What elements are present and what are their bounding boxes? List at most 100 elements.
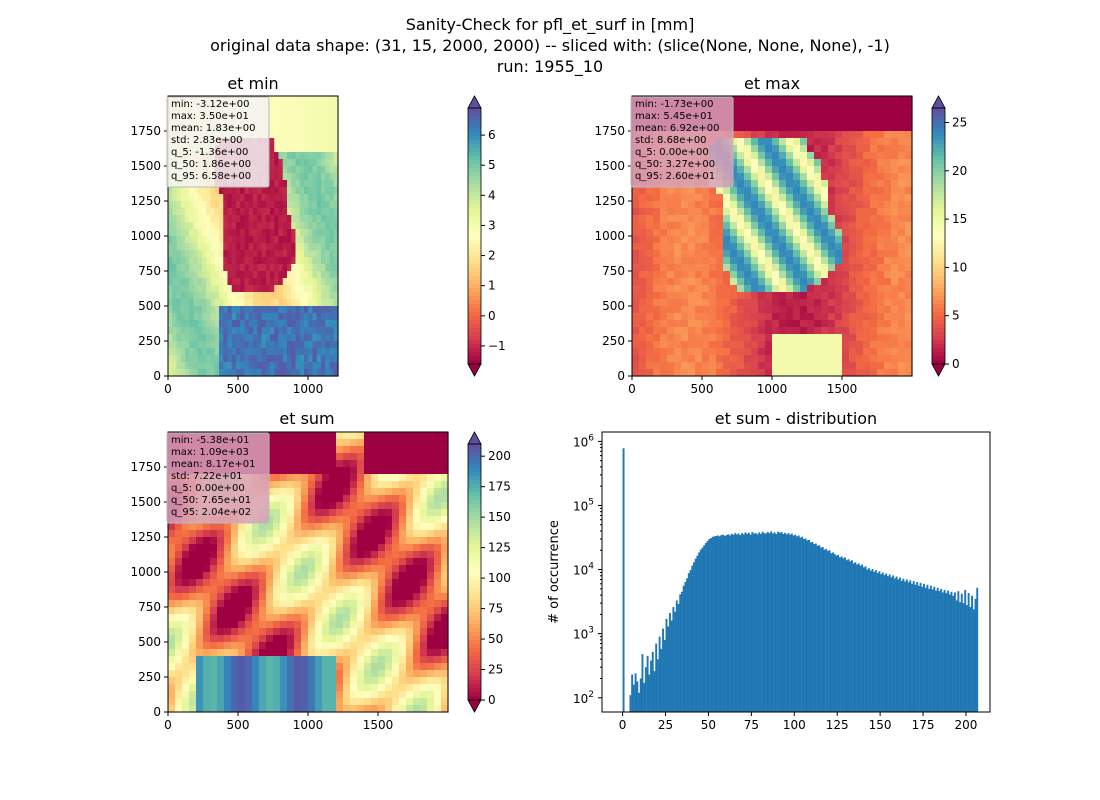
colorbar-segment	[468, 288, 481, 293]
heatmap-cell	[287, 453, 295, 461]
heatmap-cell	[821, 292, 829, 300]
heatmap-cell	[856, 208, 864, 216]
heatmap-cell	[182, 600, 190, 608]
heatmap-cell	[266, 467, 274, 475]
heatmap-cell	[849, 124, 857, 132]
heatmap-cell	[434, 516, 442, 524]
heatmap-cell	[316, 96, 322, 104]
heatmap-cell	[180, 369, 186, 377]
heatmap-cell	[304, 362, 309, 370]
heatmap-cell	[772, 369, 780, 377]
heatmap-cell	[779, 229, 787, 237]
heatmap-cell	[295, 334, 301, 342]
heatmap-cell	[835, 341, 843, 349]
heatmap-cell	[343, 586, 351, 594]
heatmap-cell	[814, 285, 822, 293]
heatmap-cell	[253, 299, 258, 307]
heatmap-cell	[751, 257, 759, 265]
heatmap-cell	[274, 355, 280, 363]
heatmap-cell	[392, 572, 400, 580]
heatmap-cell	[716, 285, 724, 293]
heatmap-cell	[203, 572, 211, 580]
heatmap-cell	[856, 257, 864, 265]
heatmap-cell	[434, 642, 442, 650]
heatmap-cell	[274, 152, 280, 160]
heatmap-cell	[674, 341, 682, 349]
heatmap-cell	[304, 229, 309, 237]
heatmap-cell	[674, 271, 682, 279]
heatmap-cell	[364, 432, 372, 440]
heatmap-cell	[821, 152, 829, 160]
heatmap-cell	[238, 593, 246, 601]
heatmap-cell	[265, 215, 271, 223]
heatmap-cell	[723, 334, 731, 342]
heatmap-cell	[248, 236, 254, 244]
heatmap-cell	[779, 327, 787, 335]
heatmap-cell	[274, 166, 280, 174]
heatmap-cell	[814, 327, 822, 335]
heatmap-cell	[336, 509, 344, 517]
heatmap-cell	[210, 222, 216, 230]
heatmap-cell	[193, 250, 199, 258]
heatmap-cell	[248, 208, 254, 216]
heatmap-cell	[399, 607, 407, 615]
heatmap-cell	[257, 194, 263, 202]
heatmap-cell	[674, 222, 682, 230]
heatmap-cell	[316, 187, 322, 195]
heatmap-cell	[744, 194, 752, 202]
heatmap-cell	[413, 516, 421, 524]
heatmap-cell	[299, 299, 305, 307]
colorbar-tick-label: 5	[488, 158, 496, 172]
heatmap-cell	[343, 677, 351, 685]
heatmap-cell	[730, 327, 738, 335]
heatmap-cell	[786, 229, 794, 237]
heatmap-cell	[217, 670, 225, 678]
heatmap-cell	[291, 327, 297, 335]
heatmap-cell	[278, 327, 284, 335]
colorbar-segment	[468, 192, 481, 197]
heatmap-cell	[223, 257, 229, 265]
heatmap-cell	[898, 145, 906, 153]
heatmap-cell	[884, 103, 892, 111]
heatmap-cell	[392, 481, 400, 489]
heatmap-cell	[308, 173, 314, 181]
heatmap-cell	[702, 208, 710, 216]
heatmap-cell	[278, 341, 284, 349]
heatmap-cell	[261, 327, 267, 335]
heatmap-cell	[779, 166, 787, 174]
heatmap-cell	[800, 152, 808, 160]
heatmap-cell	[392, 691, 400, 699]
heatmap-cell	[336, 614, 344, 622]
heatmap-cell	[280, 537, 288, 545]
heatmap-cell	[786, 103, 794, 111]
heatmap-cell	[898, 369, 906, 377]
heatmap-cell	[364, 446, 372, 454]
heatmap-cell	[413, 509, 421, 517]
heatmap-cell	[210, 656, 218, 664]
heatmap-cell	[737, 285, 745, 293]
heatmap-cell	[441, 670, 449, 678]
heatmap-cell	[898, 313, 906, 321]
heatmap-cell	[863, 271, 871, 279]
heatmap-cell	[278, 334, 284, 342]
colorbar-segment	[468, 112, 481, 117]
heatmap-cell	[315, 600, 323, 608]
heatmap-cell	[835, 173, 843, 181]
heatmap-cell	[308, 159, 314, 167]
heatmap-cell	[807, 110, 815, 118]
heatmap-cell	[730, 257, 738, 265]
heatmap-cell	[828, 285, 836, 293]
heatmap-cell	[299, 145, 305, 153]
heatmap-cell	[299, 292, 305, 300]
heatmap-cell	[175, 663, 183, 671]
heatmap-cell	[189, 341, 195, 349]
heatmap-cell	[688, 215, 696, 223]
heatmap-cell	[800, 145, 808, 153]
heatmap-cell	[765, 327, 773, 335]
heatmap-cell	[274, 243, 280, 251]
heatmap-cell	[278, 103, 284, 111]
heatmap-cell	[800, 194, 808, 202]
heatmap-cell	[406, 565, 414, 573]
heatmap-cell	[765, 159, 773, 167]
heatmap-cell	[308, 103, 314, 111]
